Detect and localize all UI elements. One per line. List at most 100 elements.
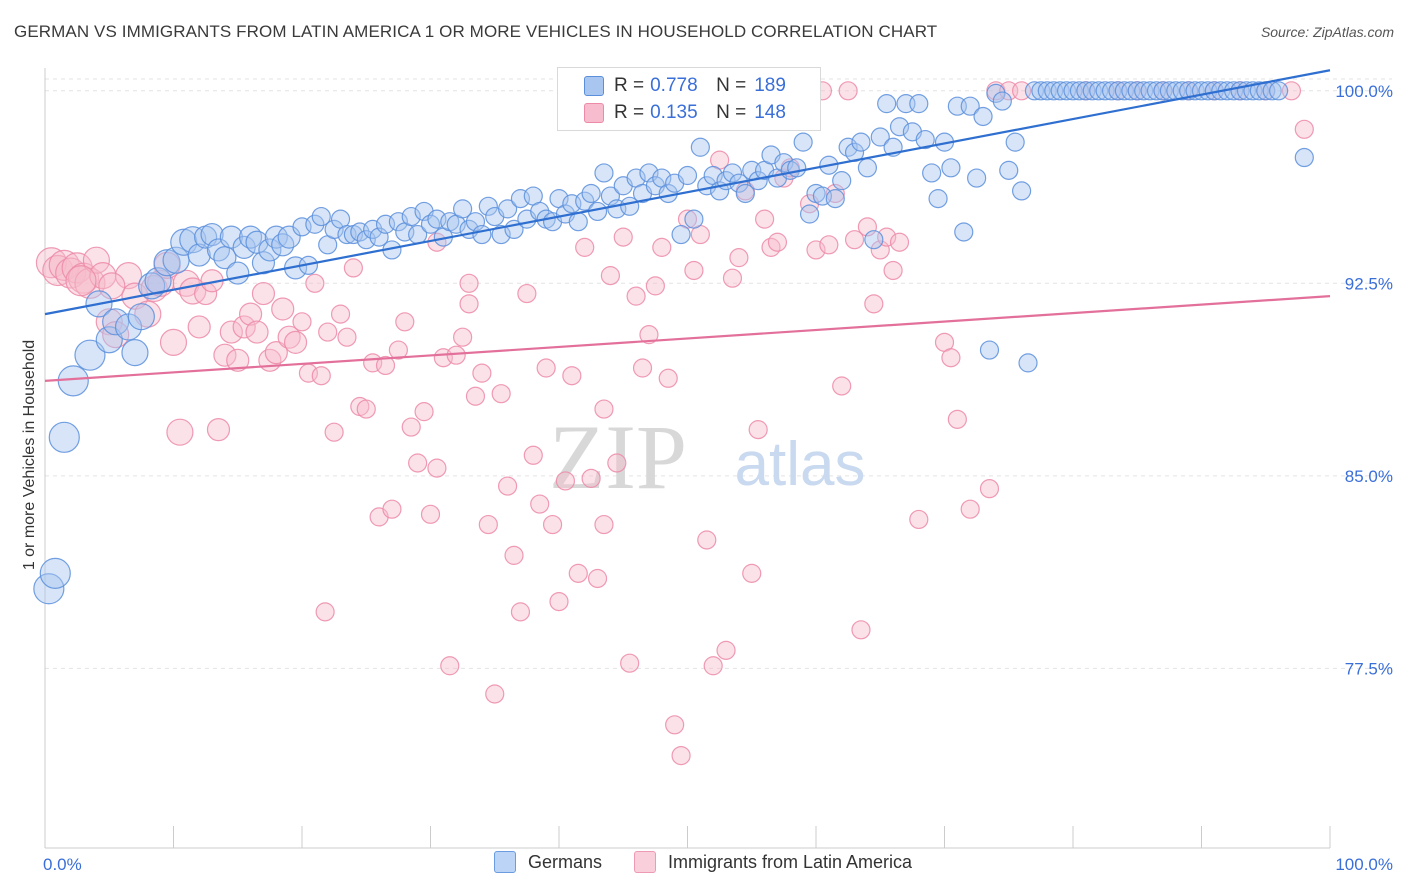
latin-point bbox=[427, 458, 447, 478]
watermark-atlas: atlas bbox=[735, 430, 866, 499]
german-point bbox=[941, 158, 961, 178]
r-label: R = bbox=[614, 75, 645, 96]
german-point bbox=[838, 137, 858, 157]
latin-point bbox=[665, 715, 685, 735]
latin-point bbox=[159, 328, 188, 356]
y-tick-label: 100.0% bbox=[1335, 82, 1393, 101]
latin-point bbox=[245, 320, 269, 344]
n-label: N = bbox=[716, 75, 747, 96]
source-label: Source: ZipAtlas.com bbox=[1260, 24, 1394, 40]
german-point bbox=[305, 214, 325, 234]
legend-item-latin[interactable]: Immigrants from Latin America bbox=[633, 851, 912, 873]
latin-point bbox=[754, 209, 775, 229]
latin-swatch bbox=[584, 103, 604, 123]
latin-point bbox=[722, 268, 743, 288]
latin-point bbox=[594, 514, 614, 535]
latin-point bbox=[465, 386, 486, 406]
n-value: 148 bbox=[754, 102, 786, 123]
latin-point bbox=[453, 327, 473, 347]
n-value: 189 bbox=[754, 75, 786, 96]
latin-point bbox=[632, 358, 653, 378]
german-point bbox=[581, 183, 601, 204]
latin-point bbox=[485, 684, 505, 704]
latin-point bbox=[478, 514, 498, 535]
latin-point bbox=[517, 283, 537, 304]
latin-point bbox=[459, 273, 479, 293]
latin-point bbox=[684, 260, 704, 281]
latin-point bbox=[555, 471, 576, 491]
latin-point bbox=[292, 312, 312, 332]
german-point bbox=[825, 189, 845, 209]
german-point bbox=[200, 222, 224, 247]
legend-label-germans: Germans bbox=[527, 851, 602, 872]
r-value: 0.778 bbox=[650, 75, 698, 96]
german-point bbox=[388, 212, 408, 232]
latin-point bbox=[226, 348, 250, 372]
latin-point bbox=[523, 445, 543, 465]
latin-point bbox=[806, 240, 826, 260]
latin-point bbox=[324, 422, 344, 442]
legend-row-germans: R = 0.778 N = 189 bbox=[584, 73, 786, 99]
latin-point bbox=[587, 568, 608, 589]
german-point bbox=[121, 339, 149, 367]
latin-point bbox=[491, 384, 511, 404]
german-point bbox=[735, 183, 755, 204]
german-point bbox=[793, 132, 813, 152]
german-point bbox=[722, 163, 743, 183]
german-point bbox=[311, 206, 331, 227]
german-point bbox=[491, 224, 511, 245]
r-value: 0.135 bbox=[650, 102, 698, 123]
german-point bbox=[870, 127, 890, 147]
latin-point bbox=[264, 341, 288, 365]
latin-point bbox=[767, 232, 788, 252]
latin-point bbox=[729, 248, 749, 268]
latin-point bbox=[472, 363, 492, 383]
latin-point bbox=[510, 602, 531, 622]
latin-point bbox=[889, 232, 910, 252]
latin-point bbox=[504, 545, 524, 565]
german-point bbox=[889, 117, 910, 137]
latin-point bbox=[356, 399, 376, 419]
latin-point bbox=[206, 418, 231, 442]
german-point bbox=[420, 214, 441, 234]
german-point bbox=[1018, 353, 1038, 373]
latin-point bbox=[607, 453, 627, 473]
series-legend: Germans Immigrants from Latin America bbox=[0, 851, 1406, 873]
latin-point bbox=[408, 453, 428, 473]
n-label: N = bbox=[716, 102, 747, 123]
latin-point bbox=[420, 504, 441, 524]
latin-point bbox=[315, 602, 335, 622]
latin-point bbox=[337, 327, 357, 347]
german-point bbox=[568, 212, 588, 232]
latin-point bbox=[82, 246, 111, 274]
latin-point bbox=[305, 273, 325, 293]
german-trend-line bbox=[44, 69, 1331, 316]
german-points bbox=[33, 81, 1314, 605]
latin-point bbox=[844, 230, 865, 250]
german-point bbox=[453, 199, 473, 219]
axis-layer bbox=[44, 68, 1331, 849]
german-point bbox=[799, 204, 820, 224]
german-point bbox=[864, 230, 884, 250]
latin-point bbox=[658, 368, 678, 388]
latin-point bbox=[542, 514, 563, 535]
latin-point bbox=[65, 265, 97, 297]
latin-point bbox=[600, 266, 621, 286]
german-point bbox=[928, 189, 948, 209]
german-point bbox=[478, 196, 498, 216]
german-point bbox=[57, 365, 89, 397]
latin-point bbox=[311, 366, 331, 386]
german-point bbox=[1005, 132, 1025, 152]
german-point bbox=[690, 137, 710, 157]
legend-item-germans[interactable]: Germans bbox=[493, 851, 602, 873]
german-point bbox=[39, 557, 71, 589]
y-tick-label: 85.0% bbox=[1345, 467, 1393, 486]
latin-trend-line bbox=[44, 295, 1331, 382]
latin-point bbox=[401, 417, 421, 437]
german-point bbox=[857, 158, 878, 178]
latin-point bbox=[652, 237, 672, 257]
german-point bbox=[127, 303, 155, 331]
correlation-legend: R = 0.778 N = 189 R = 0.135 N = 148 bbox=[557, 67, 821, 131]
latin-point bbox=[716, 640, 736, 660]
legend-row-latin: R = 0.135 N = 148 bbox=[584, 100, 786, 126]
